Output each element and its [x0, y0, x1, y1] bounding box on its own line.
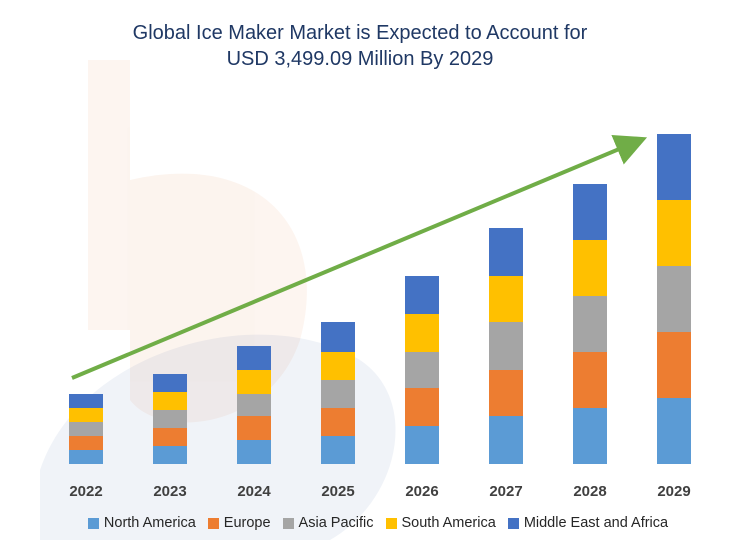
legend: North America Europe Asia Pacific South Ame…	[0, 512, 756, 534]
chart-title-line-2: USD 3,499.09 Million By 2029	[226, 48, 494, 70]
x-tick-label: 2022	[69, 483, 102, 500]
legend-item: South America	[385, 515, 496, 531]
x-tick-label: 2026	[405, 483, 438, 500]
bar-segment-2028-middle-east-and-africa	[573, 184, 607, 240]
chart-title-line-1: Global Ice Maker Market is Expected to A…	[132, 22, 588, 44]
x-tick-label: 2023	[153, 483, 186, 500]
bar-segment-2025-middle-east-and-africa	[321, 322, 355, 352]
trend-arrow	[71, 134, 648, 380]
bar-segment-2028-asia-pacific	[573, 296, 607, 352]
bar-segment-2024-europe	[237, 416, 271, 440]
bar-segment-2029-europe	[657, 332, 691, 398]
bar-segment-2027-south-america	[489, 276, 523, 322]
bar-segment-2025-north-america	[321, 436, 355, 464]
bar-segment-2026-asia-pacific	[405, 352, 439, 388]
legend-label: Europe	[223, 515, 271, 531]
x-tick-label: 2025	[321, 483, 354, 500]
x-tick-label: 2028	[573, 483, 606, 500]
bar-segment-2026-middle-east-and-africa	[405, 276, 439, 314]
bar-segment-2023-north-america	[153, 446, 187, 464]
bar-segment-2022-asia-pacific	[69, 422, 103, 436]
bar-segment-2026-south-america	[405, 314, 439, 352]
bar-segment-2028-north-america	[573, 408, 607, 464]
bar-segment-2028-south-america	[573, 240, 607, 296]
bar-segment-2023-asia-pacific	[153, 410, 187, 428]
bar-segment-2024-middle-east-and-africa	[237, 346, 271, 370]
legend-label: Asia Pacific	[298, 515, 374, 531]
bar-segment-2025-europe	[321, 408, 355, 436]
bar-segment-2027-asia-pacific	[489, 322, 523, 370]
bar-segment-2024-north-america	[237, 440, 271, 464]
x-axis-tick-labels: 2022 2023 2024 2025 2026 2027 2028 2029	[69, 483, 690, 500]
bar-segment-2029-north-america	[657, 398, 691, 464]
bar-segment-2022-middle-east-and-africa	[69, 394, 103, 408]
bar-segment-2022-europe	[69, 436, 103, 450]
legend-swatch	[207, 517, 219, 529]
bar-segment-2027-north-america	[489, 416, 523, 464]
bar-segment-2023-europe	[153, 428, 187, 446]
bar-segment-2026-north-america	[405, 426, 439, 464]
chart-title: Global Ice Maker Market is Expected to A…	[0, 20, 720, 72]
legend-item: North America	[87, 515, 196, 531]
legend-swatch	[507, 517, 519, 529]
bars-group	[69, 134, 691, 464]
x-tick-label: 2024	[237, 483, 271, 500]
legend-swatch	[87, 517, 99, 529]
bar-segment-2025-south-america	[321, 352, 355, 380]
legend-swatch	[385, 517, 397, 529]
bar-segment-2029-south-america	[657, 200, 691, 266]
legend-label: South America	[401, 515, 496, 531]
x-tick-label: 2027	[489, 483, 522, 500]
legend-item: Europe	[207, 515, 271, 531]
bar-segment-2025-asia-pacific	[321, 380, 355, 408]
legend-swatch	[282, 517, 294, 529]
bar-segment-2026-europe	[405, 388, 439, 426]
legend-label: North America	[103, 515, 196, 531]
bar-segment-2027-middle-east-and-africa	[489, 228, 523, 276]
legend-item: Asia Pacific	[282, 515, 374, 531]
legend-item: Middle East and Africa	[507, 515, 669, 531]
bar-segment-2024-south-america	[237, 370, 271, 394]
bar-segment-2024-asia-pacific	[237, 394, 271, 416]
bar-segment-2028-europe	[573, 352, 607, 408]
bar-segment-2027-europe	[489, 370, 523, 416]
bar-segment-2022-south-america	[69, 408, 103, 422]
bar-segment-2029-asia-pacific	[657, 266, 691, 332]
bar-segment-2023-middle-east-and-africa	[153, 374, 187, 392]
bar-segment-2022-north-america	[69, 450, 103, 464]
bar-segment-2029-middle-east-and-africa	[657, 134, 691, 200]
x-tick-label: 2029	[657, 483, 690, 500]
legend-label: Middle East and Africa	[523, 515, 669, 531]
bar-segment-2023-south-america	[153, 392, 187, 410]
